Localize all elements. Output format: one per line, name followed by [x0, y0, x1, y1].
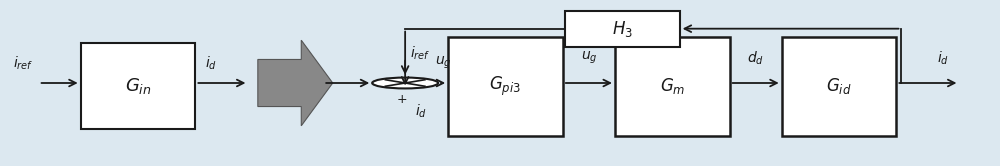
Bar: [81, 43, 195, 129]
Bar: [615, 37, 730, 136]
Text: $G_{in}$: $G_{in}$: [125, 76, 151, 96]
Text: $+$: $+$: [396, 93, 407, 106]
Text: $i_{ref}$: $i_{ref}$: [410, 44, 431, 62]
Text: $i_d$: $i_d$: [205, 55, 217, 72]
Circle shape: [372, 78, 438, 88]
Bar: [448, 37, 563, 136]
Text: $i_d$: $i_d$: [937, 50, 949, 67]
Text: $d_d$: $d_d$: [747, 50, 764, 67]
Bar: [565, 11, 680, 47]
Text: $i_d$: $i_d$: [415, 103, 427, 120]
Text: $G_m$: $G_m$: [660, 76, 685, 96]
Bar: [782, 37, 896, 136]
Text: $i_{ref}$: $i_{ref}$: [13, 55, 33, 72]
Text: $H_3$: $H_3$: [612, 19, 633, 39]
FancyArrow shape: [258, 40, 333, 126]
Text: $G_{pi3}$: $G_{pi3}$: [489, 75, 521, 98]
Text: $G_{id}$: $G_{id}$: [826, 76, 852, 96]
Text: $u_g$: $u_g$: [581, 50, 597, 66]
Text: $u_g$: $u_g$: [435, 55, 451, 71]
